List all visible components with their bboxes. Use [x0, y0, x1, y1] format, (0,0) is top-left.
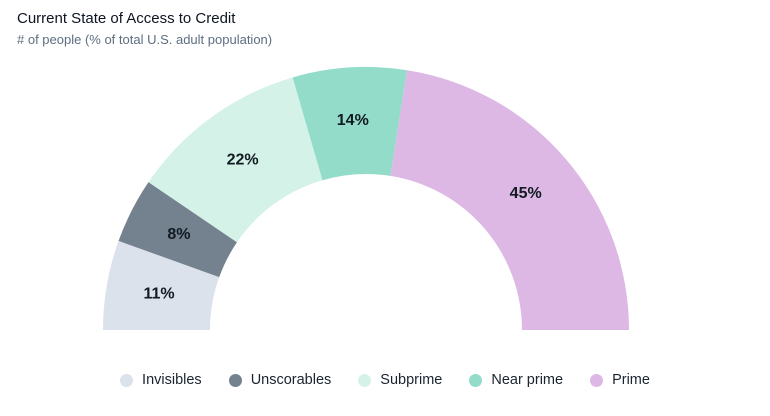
legend-label-near-prime: Near prime [491, 372, 564, 388]
legend-label-unscorables: Unscorables [250, 372, 332, 388]
segment-value-label-invisibles: 11% [144, 285, 175, 302]
segment-value-label-subprime: 22% [227, 152, 259, 169]
legend-item-prime: Prime [590, 372, 650, 388]
legend-swatch-near-prime [469, 373, 483, 387]
chart-legend: Invisibles Unscorables Subprime Near prime P… [0, 372, 770, 388]
chart-title: Current State of Access to Credit [17, 10, 236, 27]
legend-swatch-subprime [358, 373, 372, 387]
segment-near-prime [292, 67, 408, 181]
segment-value-label-unscorables: 8% [167, 226, 190, 243]
legend-item-subprime: Subprime [358, 372, 442, 388]
legend-label-invisibles: Invisibles [142, 372, 202, 388]
legend-item-near-prime: Near prime [469, 372, 563, 388]
segment-value-label-near-prime: 14% [337, 112, 369, 129]
chart-header: Current State of Access to Credit # of p… [17, 9, 272, 49]
legend-swatch-invisibles [120, 373, 134, 387]
segment-prime [390, 70, 629, 331]
segment-subprime [148, 77, 323, 243]
legend-item-unscorables: Unscorables [228, 372, 332, 388]
legend-swatch-prime [590, 373, 604, 387]
legend-item-invisibles: Invisibles [120, 372, 202, 388]
segment-unscorables [118, 182, 237, 278]
chart-subtitle: # of people (% of total U.S. adult popul… [17, 32, 273, 48]
legend-swatch-unscorables [228, 373, 242, 387]
segment-invisibles [103, 240, 220, 330]
legend-label-prime: Prime [612, 372, 650, 388]
segment-value-label-prime: 45% [510, 185, 542, 202]
legend-label-subprime: Subprime [380, 372, 443, 388]
